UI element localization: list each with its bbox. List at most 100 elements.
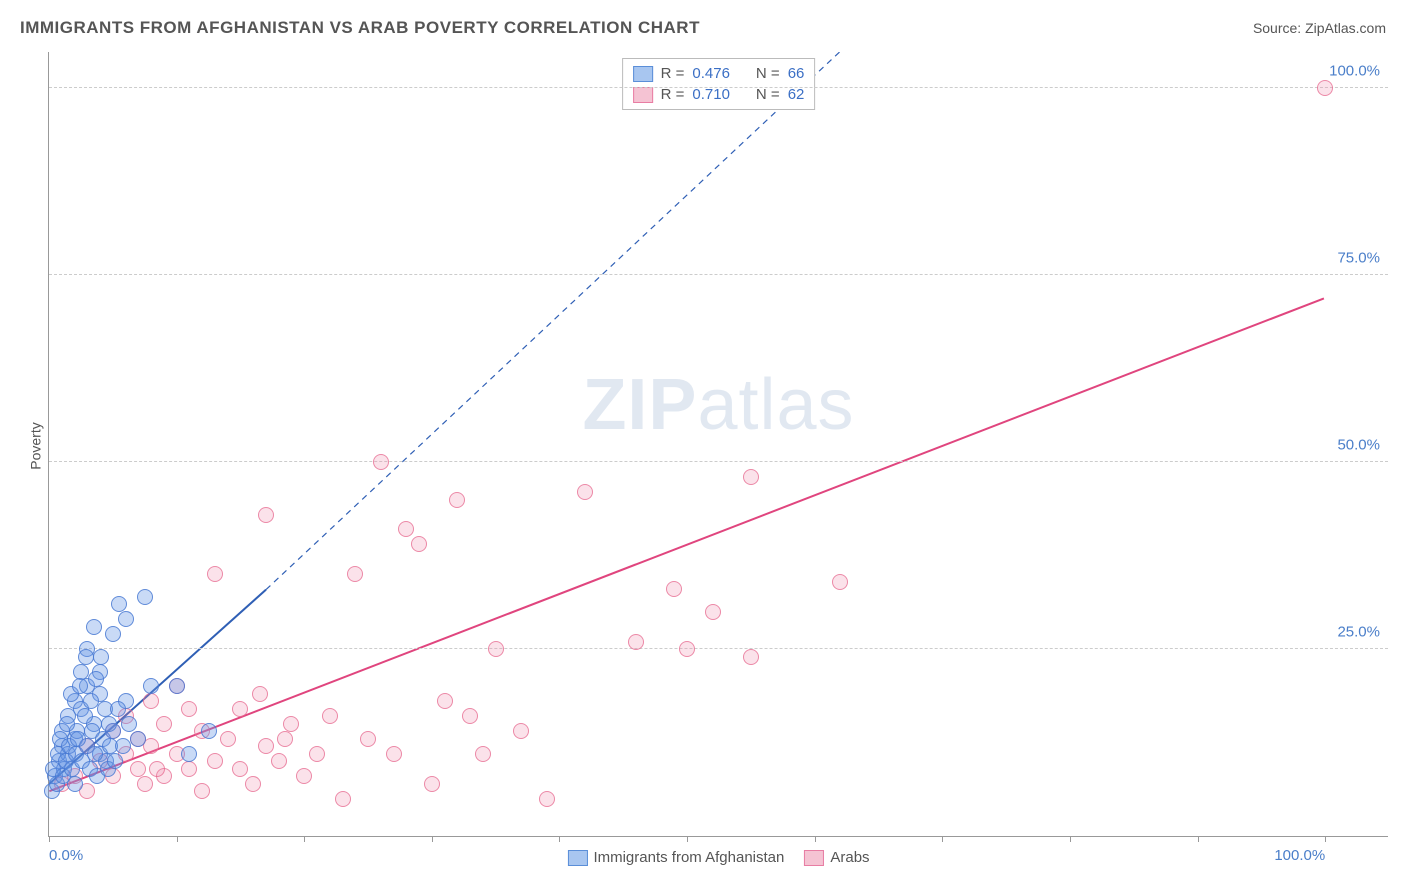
data-point-afghanistan	[130, 731, 146, 747]
y-tick-label: 75.0%	[1337, 250, 1380, 267]
data-point-afghanistan	[101, 716, 117, 732]
source-attribution: Source: ZipAtlas.com	[1253, 20, 1386, 36]
gridline-h	[49, 648, 1388, 649]
chart-title: IMMIGRANTS FROM AFGHANISTAN VS ARAB POVE…	[20, 18, 700, 38]
x-tick-label: 0.0%	[49, 847, 83, 864]
y-tick-label: 100.0%	[1329, 63, 1380, 80]
data-point-afghanistan	[87, 746, 103, 762]
data-point-arabs	[1317, 80, 1333, 96]
x-tick	[559, 836, 560, 842]
data-point-arabs	[220, 731, 236, 747]
data-point-arabs	[832, 574, 848, 590]
data-point-arabs	[137, 776, 153, 792]
correlation-legend: R = 0.476 N = 66 R = 0.710 N = 62	[622, 58, 816, 110]
source-link[interactable]: ZipAtlas.com	[1305, 20, 1386, 36]
data-point-arabs	[743, 469, 759, 485]
watermark-part2: atlas	[697, 365, 854, 445]
data-point-arabs	[411, 536, 427, 552]
scatter-plot-area: ZIPatlas R = 0.476 N = 66 R = 0.710 N = …	[48, 52, 1388, 837]
y-axis-label: Poverty	[28, 422, 44, 469]
data-point-arabs	[245, 776, 261, 792]
data-point-arabs	[258, 738, 274, 754]
data-point-arabs	[149, 761, 165, 777]
data-point-arabs	[424, 776, 440, 792]
x-tick	[815, 836, 816, 842]
x-tick	[687, 836, 688, 842]
data-point-afghanistan	[201, 723, 217, 739]
data-point-afghanistan	[86, 619, 102, 635]
data-point-arabs	[296, 768, 312, 784]
data-point-afghanistan	[88, 671, 104, 687]
data-point-arabs	[577, 484, 593, 500]
data-point-afghanistan	[118, 611, 134, 627]
data-point-arabs	[252, 686, 268, 702]
x-tick	[49, 836, 50, 842]
data-point-afghanistan	[72, 678, 88, 694]
n-value: 62	[788, 86, 805, 103]
data-point-arabs	[232, 701, 248, 717]
data-point-afghanistan	[105, 626, 121, 642]
data-point-afghanistan	[59, 716, 75, 732]
watermark-part1: ZIP	[582, 365, 697, 445]
x-tick	[1198, 836, 1199, 842]
data-point-afghanistan	[111, 596, 127, 612]
legend-item-afghanistan: Immigrants from Afghanistan	[567, 849, 784, 866]
legend-item-arabs: Arabs	[804, 849, 869, 866]
data-point-arabs	[666, 581, 682, 597]
y-tick-label: 25.0%	[1337, 624, 1380, 641]
data-point-arabs	[513, 723, 529, 739]
data-point-afghanistan	[78, 649, 94, 665]
data-point-arabs	[462, 708, 478, 724]
data-point-afghanistan	[93, 649, 109, 665]
swatch-icon	[804, 850, 824, 866]
legend-row-afghanistan: R = 0.476 N = 66	[633, 63, 805, 84]
n-label: N =	[756, 86, 780, 103]
data-point-arabs	[743, 649, 759, 665]
legend-label: Immigrants from Afghanistan	[593, 849, 784, 866]
swatch-icon	[633, 66, 653, 82]
data-point-arabs	[181, 761, 197, 777]
data-point-arabs	[475, 746, 491, 762]
r-value: 0.710	[692, 86, 730, 103]
chart-header: IMMIGRANTS FROM AFGHANISTAN VS ARAB POVE…	[20, 18, 1386, 38]
data-point-afghanistan	[110, 701, 126, 717]
source-prefix: Source:	[1253, 20, 1305, 36]
data-point-afghanistan	[107, 753, 123, 769]
legend-label: Arabs	[830, 849, 869, 866]
x-tick	[1325, 836, 1326, 842]
data-point-arabs	[207, 566, 223, 582]
trend-lines	[49, 52, 1388, 836]
data-point-afghanistan	[83, 693, 99, 709]
swatch-icon	[633, 87, 653, 103]
data-point-afghanistan	[143, 678, 159, 694]
data-point-arabs	[449, 492, 465, 508]
data-point-arabs	[398, 521, 414, 537]
data-point-arabs	[488, 641, 504, 657]
data-point-arabs	[628, 634, 644, 650]
data-point-arabs	[194, 783, 210, 799]
watermark: ZIPatlas	[582, 364, 854, 446]
x-tick	[304, 836, 305, 842]
data-point-afghanistan	[169, 678, 185, 694]
data-point-arabs	[207, 753, 223, 769]
data-point-afghanistan	[181, 746, 197, 762]
x-tick-label: 100.0%	[1274, 847, 1325, 864]
data-point-arabs	[277, 731, 293, 747]
r-label: R =	[661, 65, 685, 82]
gridline-h	[49, 461, 1388, 462]
data-point-afghanistan	[137, 589, 153, 605]
n-value: 66	[788, 65, 805, 82]
gridline-h	[49, 274, 1388, 275]
swatch-icon	[567, 850, 587, 866]
data-point-arabs	[437, 693, 453, 709]
data-point-afghanistan	[73, 664, 89, 680]
data-point-arabs	[232, 761, 248, 777]
data-point-arabs	[539, 791, 555, 807]
x-tick	[942, 836, 943, 842]
data-point-arabs	[181, 701, 197, 717]
data-point-arabs	[283, 716, 299, 732]
data-point-afghanistan	[77, 708, 93, 724]
data-point-arabs	[130, 761, 146, 777]
data-point-arabs	[143, 693, 159, 709]
data-point-afghanistan	[115, 738, 131, 754]
